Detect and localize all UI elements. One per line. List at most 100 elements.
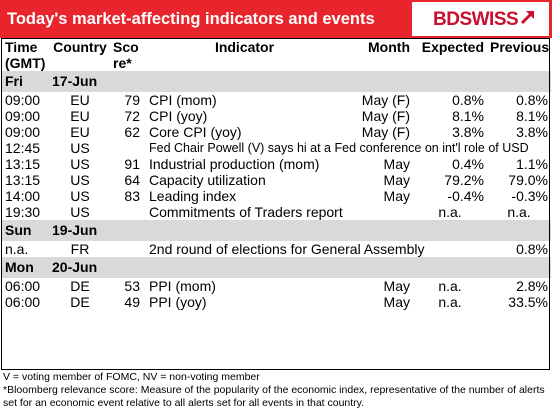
cell-time: 06:00: [5, 278, 41, 294]
table-row: n.a. FR 2nd round of elections for General…: [2, 241, 551, 257]
cell-indicator: PPI (mom): [149, 278, 216, 294]
cell-previous: 0.8%: [516, 92, 548, 108]
cell-expected: -0.4%: [447, 188, 484, 204]
table-row: 09:00 EU 72 CPI (yoy) May (F) 8.1% 8.1%: [2, 108, 551, 124]
cell-time: 13:15: [5, 156, 41, 172]
page-title: Today's market-affecting indicators and …: [7, 10, 375, 28]
cell-score: [111, 241, 143, 257]
brand-logo: BDSWISS: [412, 2, 549, 36]
cell-country: DE: [70, 278, 90, 294]
footnotes: V = voting member of FOMC, NV = non-voti…: [3, 371, 551, 410]
section-day: Fri: [2, 71, 49, 92]
day-section-row: Fri 17-Jun: [2, 71, 551, 92]
cell-score: 64: [124, 172, 140, 188]
cell-indicator: CPI (mom): [149, 92, 217, 108]
cell-country: EU: [70, 124, 90, 140]
cell-month: May (F): [361, 124, 410, 140]
col-previous-header: Previous: [490, 39, 550, 55]
cell-score: 79: [124, 92, 140, 108]
col-country-header: Country: [53, 39, 107, 55]
cell-time: 09:00: [5, 92, 41, 108]
cell-indicator: Core CPI (yoy): [149, 124, 242, 140]
cell-indicator: PPI (yoy): [149, 294, 207, 310]
cell-time: 09:00: [5, 124, 41, 140]
cell-previous: 8.1%: [516, 108, 548, 124]
section-date: 20-Jun: [49, 257, 551, 278]
table-row: 14:00 US 83 Leading index May -0.4% -0.3%: [2, 188, 551, 204]
cell-score: 91: [124, 156, 140, 172]
cell-previous: 1.1%: [516, 156, 548, 172]
cell-expected: 8.1%: [452, 108, 484, 124]
day-section-row: Mon 20-Jun: [2, 257, 551, 278]
cell-country: EU: [70, 92, 90, 108]
table-row: 19:30 US Commitments of Traders report n.a.…: [2, 204, 551, 220]
cell-month: May (F): [361, 108, 410, 124]
cell-country: US: [70, 172, 90, 188]
cell-country: US: [70, 140, 90, 156]
cell-score: 62: [124, 124, 140, 140]
section-day: Mon: [2, 257, 49, 278]
cell-time: 06:00: [5, 294, 41, 310]
cell-expected: 0.4%: [452, 156, 484, 172]
cell-month: [346, 204, 413, 220]
cell-time: 09:00: [5, 108, 41, 124]
cell-expected: 0.8%: [452, 92, 484, 108]
footnote-relevance: *Bloomberg relevance score: Measure of t…: [3, 384, 545, 409]
col-score-header: Sco re*: [113, 39, 139, 71]
col-month-header: Month: [368, 39, 410, 55]
cell-indicator: Fed Chair Powell (V) says hi at a Fed co…: [149, 141, 529, 155]
cell-previous: 2.8%: [516, 278, 548, 294]
cell-month: May (F): [361, 92, 410, 108]
cell-score: 83: [124, 188, 140, 204]
cell-time: 13:15: [5, 172, 41, 188]
cell-previous: n.a.: [507, 204, 531, 220]
cell-time: 14:00: [5, 188, 41, 204]
cell-month: May: [383, 156, 410, 172]
cell-expected: 79.2%: [444, 172, 484, 188]
arrow-up-right-icon: [520, 10, 535, 25]
cell-previous: 79.0%: [508, 172, 548, 188]
cell-indicator: Leading index: [149, 188, 237, 204]
cell-country: US: [70, 156, 90, 172]
cell-time: n.a.: [5, 241, 29, 257]
cell-score: 49: [124, 294, 140, 310]
cell-score: 53: [124, 278, 140, 294]
table-row: 13:15 US 64 Capacity utilization May 79.2% 79.…: [2, 172, 551, 188]
table-row: 12:45 US Fed Chair Powell (V) says hi at a…: [2, 140, 551, 156]
cell-score: [111, 140, 143, 156]
table-row: 09:00 EU 62 Core CPI (yoy) May (F) 3.8% 3.8%: [2, 124, 551, 140]
cell-month: May: [383, 172, 410, 188]
footnote-voting: V = voting member of FOMC, NV = non-voti…: [3, 371, 260, 383]
cell-previous: 0.8%: [516, 241, 548, 257]
col-expected-header: Expected: [421, 39, 484, 55]
indicators-table: Time (GMT) Country Sco re* Indicator Month…: [2, 39, 551, 310]
section-date: 17-Jun: [49, 71, 551, 92]
cell-time: 19:30: [5, 204, 41, 220]
cell-country: US: [70, 188, 90, 204]
cell-country: FR: [70, 241, 90, 257]
cell-country: EU: [70, 108, 90, 124]
cell-expected: n.a.: [438, 294, 462, 310]
cell-expected: 3.8%: [452, 124, 484, 140]
cell-expected: n.a.: [438, 204, 462, 220]
cell-previous: 3.8%: [516, 124, 548, 140]
cell-indicator: 2nd round of elections for General Assem…: [149, 241, 425, 257]
table-row: 13:15 US 91 Industrial production (mom) May 0…: [2, 156, 551, 172]
cell-score: 72: [124, 108, 140, 124]
cell-previous: -0.3%: [511, 188, 548, 204]
cell-country: US: [70, 204, 90, 220]
cell-expected: n.a.: [438, 278, 462, 294]
cell-indicator: CPI (yoy): [149, 108, 208, 124]
table-row: 09:00 EU 79 CPI (mom) May (F) 0.8% 0.8%: [2, 92, 551, 108]
section-day: Sun: [2, 220, 49, 241]
cell-score: [111, 204, 143, 220]
cell-previous: 33.5%: [508, 294, 548, 310]
col-indicator-header: Indicator: [214, 39, 275, 55]
logo-text: BDSWISS: [433, 9, 519, 30]
section-date: 19-Jun: [49, 220, 551, 241]
cell-month: May: [383, 188, 410, 204]
header-bar: Today's market-affecting indicators and …: [0, 0, 552, 38]
table-row: 06:00 DE 53 PPI (mom) May n.a. 2.8%: [2, 278, 551, 294]
cell-month: May: [383, 294, 410, 310]
day-section-row: Sun 19-Jun: [2, 220, 551, 241]
